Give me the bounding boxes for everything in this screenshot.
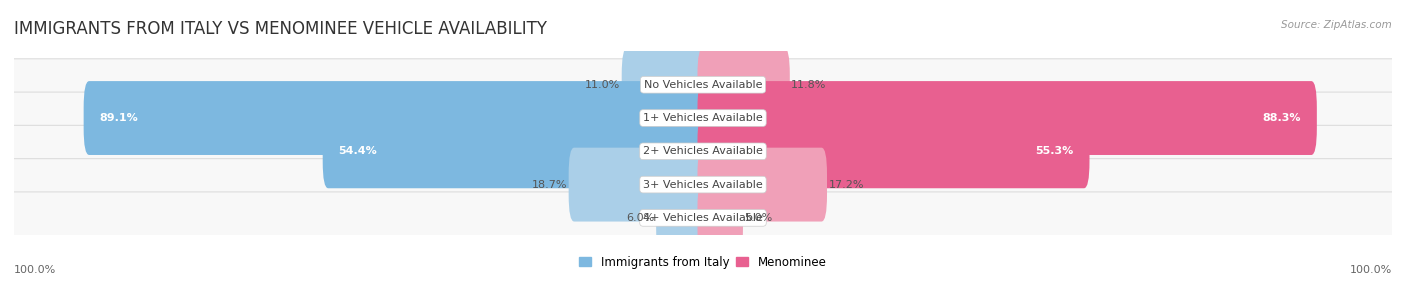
Text: 100.0%: 100.0%: [14, 265, 56, 275]
Text: IMMIGRANTS FROM ITALY VS MENOMINEE VEHICLE AVAILABILITY: IMMIGRANTS FROM ITALY VS MENOMINEE VEHIC…: [14, 20, 547, 38]
FancyBboxPatch shape: [697, 148, 827, 222]
FancyBboxPatch shape: [697, 81, 1317, 155]
FancyBboxPatch shape: [8, 192, 1398, 244]
Text: 2+ Vehicles Available: 2+ Vehicles Available: [643, 146, 763, 156]
FancyBboxPatch shape: [568, 148, 709, 222]
FancyBboxPatch shape: [697, 48, 790, 122]
Text: 4+ Vehicles Available: 4+ Vehicles Available: [643, 213, 763, 223]
FancyBboxPatch shape: [8, 59, 1398, 111]
FancyBboxPatch shape: [697, 114, 1090, 188]
FancyBboxPatch shape: [8, 159, 1398, 210]
FancyBboxPatch shape: [621, 48, 709, 122]
FancyBboxPatch shape: [8, 125, 1398, 177]
Text: 100.0%: 100.0%: [1350, 265, 1392, 275]
FancyBboxPatch shape: [323, 114, 709, 188]
Text: No Vehicles Available: No Vehicles Available: [644, 80, 762, 90]
Text: 3+ Vehicles Available: 3+ Vehicles Available: [643, 180, 763, 190]
Text: 54.4%: 54.4%: [339, 146, 377, 156]
Text: 6.0%: 6.0%: [627, 213, 655, 223]
FancyBboxPatch shape: [8, 92, 1398, 144]
Text: 11.0%: 11.0%: [585, 80, 620, 90]
FancyBboxPatch shape: [657, 181, 709, 255]
Text: 18.7%: 18.7%: [531, 180, 567, 190]
Text: 1+ Vehicles Available: 1+ Vehicles Available: [643, 113, 763, 123]
Text: 11.8%: 11.8%: [792, 80, 827, 90]
Text: 17.2%: 17.2%: [828, 180, 863, 190]
Legend: Immigrants from Italy, Menominee: Immigrants from Italy, Menominee: [579, 256, 827, 269]
Text: 5.0%: 5.0%: [744, 213, 772, 223]
FancyBboxPatch shape: [697, 181, 742, 255]
Text: 89.1%: 89.1%: [100, 113, 138, 123]
Text: Source: ZipAtlas.com: Source: ZipAtlas.com: [1281, 20, 1392, 30]
Text: 88.3%: 88.3%: [1263, 113, 1301, 123]
FancyBboxPatch shape: [83, 81, 709, 155]
Text: 55.3%: 55.3%: [1035, 146, 1074, 156]
